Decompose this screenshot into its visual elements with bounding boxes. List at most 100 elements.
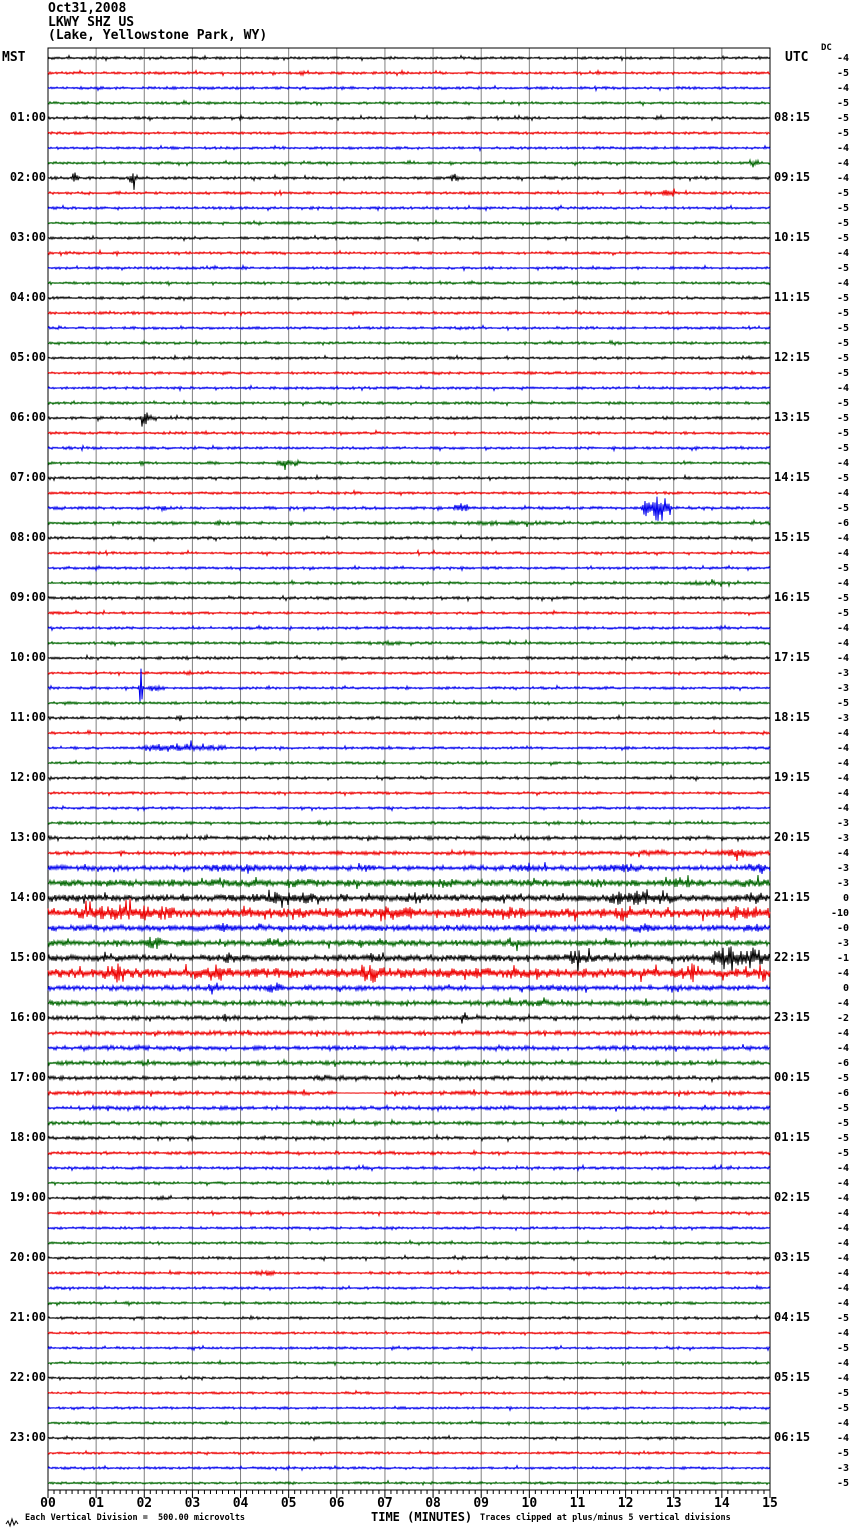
- dc-offset-value: -2: [836, 1013, 849, 1024]
- utc-hour-label: 13:15: [774, 410, 811, 424]
- utc-hour-label: 11:15: [774, 290, 811, 304]
- dc-offset-value: -5: [836, 263, 849, 274]
- utc-hour-label: 04:15: [774, 1310, 811, 1324]
- seismic-trace: [47, 188, 771, 198]
- seismic-trace: [47, 728, 771, 737]
- seismic-trace: [47, 219, 771, 227]
- utc-hour-label: 02:15: [774, 1190, 811, 1204]
- x-tick-label: 03: [184, 1496, 201, 1511]
- seismic-trace: [47, 713, 771, 722]
- seismic-trace: [47, 848, 771, 862]
- header-station-location: (Lake, Yellowstone Park, WY): [48, 28, 268, 43]
- dc-offset-value: -3: [836, 863, 849, 874]
- seismic-trace: [47, 113, 771, 122]
- seismic-trace: [47, 1043, 771, 1053]
- x-tick-label: 06: [328, 1496, 345, 1511]
- seismic-trace: [47, 473, 771, 482]
- dc-offset-value: -4: [836, 278, 849, 289]
- dc-offset-value: -5: [836, 1103, 849, 1114]
- x-tick-label: 13: [665, 1496, 682, 1511]
- seismic-trace: [47, 874, 771, 890]
- dc-offset-value: -4: [836, 743, 849, 754]
- utc-hour-label: 22:15: [774, 950, 811, 964]
- dc-offset-value: -4: [836, 578, 849, 589]
- dc-offset-value: -4: [836, 173, 849, 184]
- left-timezone-label: MST: [2, 50, 26, 65]
- dc-offset-value: -4: [836, 1163, 849, 1174]
- seismic-trace: [47, 1284, 771, 1292]
- utc-hour-label: 19:15: [774, 770, 811, 784]
- dc-offset-value: -4: [836, 758, 849, 769]
- seismic-trace: [47, 1117, 771, 1128]
- seismic-trace: [47, 1163, 771, 1172]
- dc-offset-value: -5: [836, 1448, 849, 1459]
- dc-offset-value: -1: [836, 953, 849, 964]
- dc-offset-value: -4: [836, 1208, 849, 1219]
- utc-hour-label: 18:15: [774, 710, 811, 724]
- mst-hour-label: 18:00: [9, 1130, 46, 1144]
- seismic-trace: [47, 412, 771, 427]
- dc-offset-value: -4: [836, 1283, 849, 1294]
- dc-offset-value: -4: [836, 998, 849, 1009]
- mst-hour-label: 20:00: [9, 1250, 46, 1264]
- seismic-trace: [47, 564, 771, 572]
- dc-offset-value: -6: [836, 1088, 849, 1099]
- mst-hour-label: 14:00: [9, 890, 46, 904]
- seismic-trace: [47, 1012, 771, 1024]
- dc-offset-value: -5: [836, 443, 849, 454]
- dc-offset-value: -4: [836, 788, 849, 799]
- mst-hour-label: 11:00: [9, 710, 46, 724]
- x-tick-label: 01: [88, 1496, 104, 1511]
- dc-offset-value: -3: [836, 938, 849, 949]
- utc-hour-label: 06:15: [774, 1430, 811, 1444]
- dc-offset-value: -4: [836, 458, 849, 469]
- x-tick-label: 09: [473, 1496, 490, 1511]
- seismic-trace: [47, 158, 771, 168]
- x-tick-label: 04: [232, 1496, 249, 1511]
- seismic-trace: [47, 653, 771, 662]
- seismic-trace: [47, 818, 771, 827]
- dc-offset-value: -5: [836, 1388, 849, 1399]
- seismic-trace: [47, 496, 771, 521]
- dc-offset-value: -5: [836, 338, 849, 349]
- mst-hour-label: 06:00: [9, 410, 46, 424]
- x-tick-label: 14: [714, 1496, 730, 1511]
- utc-hour-label: 03:15: [774, 1250, 811, 1264]
- mst-hour-label: 02:00: [9, 170, 46, 184]
- mst-hour-label: 08:00: [9, 530, 46, 544]
- seismic-trace: [47, 578, 771, 588]
- seismic-trace: [47, 638, 771, 648]
- seismic-trace: [47, 309, 771, 317]
- clipping-note: Traces clipped at plus/minus 5 vertical …: [480, 1513, 731, 1523]
- seismic-trace: [47, 790, 771, 798]
- seismic-trace: [47, 898, 771, 922]
- dc-offset-value: -3: [836, 683, 849, 694]
- seismic-trace: [47, 594, 771, 603]
- dc-offset-value: -5: [836, 1403, 849, 1414]
- dc-offset-value: -5: [836, 1478, 849, 1489]
- seismic-trace: [47, 324, 771, 332]
- dc-offset-value: -4: [836, 1028, 849, 1039]
- x-tick-label: 07: [377, 1496, 393, 1511]
- seismic-trace: [47, 740, 771, 753]
- seismic-trace: [47, 889, 771, 908]
- x-tick-label: 11: [569, 1496, 586, 1511]
- seismic-trace: [47, 1374, 771, 1382]
- mst-hour-label: 17:00: [9, 1070, 46, 1084]
- seismic-trace: [47, 997, 771, 1008]
- seismic-trace: [47, 1074, 771, 1084]
- dc-offset-value: -4: [836, 728, 849, 739]
- seismic-trace: [47, 923, 771, 933]
- dc-offset-value: -4: [836, 653, 849, 664]
- seismic-trace: [47, 353, 771, 361]
- seismic-trace: [47, 1434, 771, 1442]
- dc-offset-value: -5: [836, 428, 849, 439]
- seismic-trace: [47, 263, 771, 273]
- seismic-trace: [47, 1269, 771, 1277]
- x-tick-label: 02: [136, 1496, 153, 1511]
- dc-offset-value: -5: [836, 1343, 849, 1354]
- header-station-code: LKWY SHZ US: [48, 15, 135, 30]
- dc-offset-value: -5: [836, 398, 849, 409]
- seismic-trace: [47, 443, 771, 453]
